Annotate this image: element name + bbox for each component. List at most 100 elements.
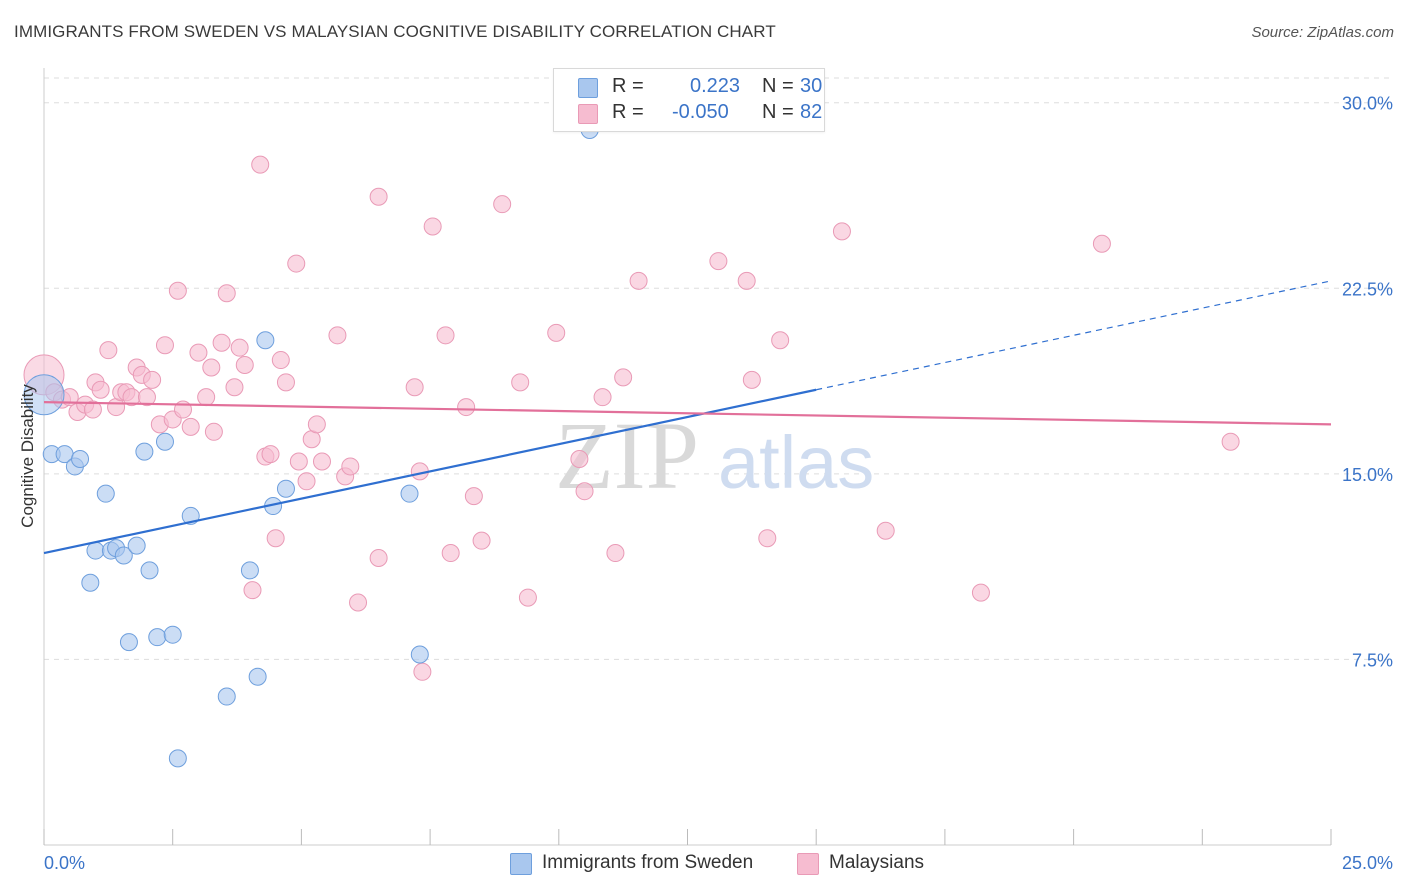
- malaysian-point: [312, 452, 331, 471]
- malaysian-point: [511, 373, 530, 392]
- y-tick-label: 30.0%: [1342, 94, 1393, 114]
- malaysian-point: [287, 254, 306, 273]
- malaysian-point: [341, 457, 360, 476]
- sweden-point: [410, 645, 429, 664]
- legend-n-value: 30: [800, 75, 823, 97]
- tick-labels: 7.5% 15.0% 22.5% 30.0% 0.0% 25.0%: [44, 94, 1393, 873]
- malaysian-point: [349, 593, 368, 612]
- malaysian-point: [297, 472, 316, 491]
- malaysian-point: [441, 544, 460, 563]
- source-label: Source: ZipAtlas.com: [1251, 24, 1394, 41]
- legend-swatch-pink: [578, 104, 598, 124]
- sweden-point: [276, 479, 295, 498]
- watermark: ZIP atlas: [555, 402, 874, 509]
- x-tick-label: 0.0%: [44, 853, 85, 873]
- legend-n-value: 82: [800, 101, 823, 123]
- malaysian-point: [137, 388, 156, 407]
- malaysian-point: [202, 358, 221, 377]
- bottom-legend-swatch-blue: [510, 853, 532, 875]
- sweden-point: [248, 667, 267, 686]
- sweden-trend-extension: [816, 280, 1332, 391]
- legend-r-value: 0.223: [690, 75, 741, 97]
- bottom-legend-label: Immigrants from Sweden: [542, 852, 754, 873]
- sweden-point: [400, 484, 419, 503]
- malaysian-point: [518, 588, 537, 607]
- malaysian-point: [405, 378, 424, 397]
- malaysian-point: [155, 336, 174, 355]
- sweden-point: [71, 450, 90, 469]
- malaysian-point: [742, 370, 761, 389]
- y-axis-label: Cognitive Disability: [18, 384, 37, 528]
- malaysian-point: [1092, 234, 1111, 253]
- malaysian-point: [737, 271, 756, 290]
- sweden-trend-line: [43, 388, 817, 555]
- sweden-point: [240, 561, 259, 580]
- malaysian-point: [832, 222, 851, 241]
- trend-lines: [43, 280, 1332, 555]
- sweden-point: [127, 536, 146, 555]
- malaysian-point: [230, 338, 249, 357]
- malaysian-point: [289, 452, 308, 471]
- malaysian-point: [493, 195, 512, 214]
- sweden-point: [217, 687, 236, 706]
- sweden-point: [168, 749, 187, 768]
- sweden-point: [163, 625, 182, 644]
- legend-r-label: R =: [612, 101, 644, 123]
- malaysian-point: [271, 351, 290, 370]
- malaysian-point: [369, 187, 388, 206]
- sweden-point: [140, 561, 159, 580]
- malaysian-point: [99, 341, 118, 360]
- watermark-atlas: atlas: [718, 421, 874, 504]
- sweden-point: [96, 484, 115, 503]
- malaysian-point: [570, 450, 589, 469]
- y-tick-label: 22.5%: [1342, 279, 1393, 299]
- malaysian-point: [1221, 432, 1240, 451]
- malaysian-point: [143, 370, 162, 389]
- malaysian-point: [261, 445, 280, 464]
- legend-n-label: N =: [762, 75, 794, 97]
- malaysian-point: [204, 422, 223, 441]
- malaysian-point: [423, 217, 442, 236]
- malaysian-point: [436, 326, 455, 345]
- malaysian-point: [547, 323, 566, 342]
- legend-r-value: -0.050: [672, 101, 729, 123]
- bottom-legend-label: Malaysians: [829, 852, 925, 873]
- malaysian-point: [307, 415, 326, 434]
- y-tick-label: 7.5%: [1352, 650, 1393, 670]
- legend-swatch-blue: [578, 78, 598, 98]
- sweden-point: [256, 331, 275, 350]
- malaysian-point: [457, 398, 476, 417]
- legend-n-label: N =: [762, 101, 794, 123]
- malaysian-point: [606, 544, 625, 563]
- malaysian-trend-line: [43, 401, 1332, 426]
- malaysian-point: [266, 529, 285, 548]
- sweden-point: [23, 374, 65, 416]
- sweden-point: [86, 541, 105, 560]
- malaysian-point: [971, 583, 990, 602]
- malaysian-point: [758, 529, 777, 548]
- malaysian-point: [575, 482, 594, 501]
- malaysian-point: [168, 281, 187, 300]
- sweden-point: [81, 573, 100, 592]
- malaysian-point: [189, 343, 208, 362]
- malaysian-point: [225, 378, 244, 397]
- malaysian-point: [464, 487, 483, 506]
- malaysian-point: [91, 380, 110, 399]
- x-tick-label: 25.0%: [1342, 853, 1393, 873]
- chart-title: IMMIGRANTS FROM SWEDEN VS MALAYSIAN COGN…: [14, 22, 776, 41]
- malaysian-point: [328, 326, 347, 345]
- malaysian-point: [181, 417, 200, 436]
- sweden-point: [148, 628, 167, 647]
- malaysian-point: [212, 333, 231, 352]
- y-tick-label: 15.0%: [1342, 465, 1393, 485]
- malaysian-point: [629, 271, 648, 290]
- malaysian-point: [472, 531, 491, 550]
- sweden-point: [135, 442, 154, 461]
- malaysian-point: [876, 521, 895, 540]
- sweden-point: [114, 546, 133, 565]
- correlation-legend: R = 0.223 N = 30 R = -0.050 N = 82: [553, 68, 825, 132]
- malaysian-point: [771, 331, 790, 350]
- malaysian-point: [251, 155, 270, 174]
- malaysian-point: [614, 368, 633, 387]
